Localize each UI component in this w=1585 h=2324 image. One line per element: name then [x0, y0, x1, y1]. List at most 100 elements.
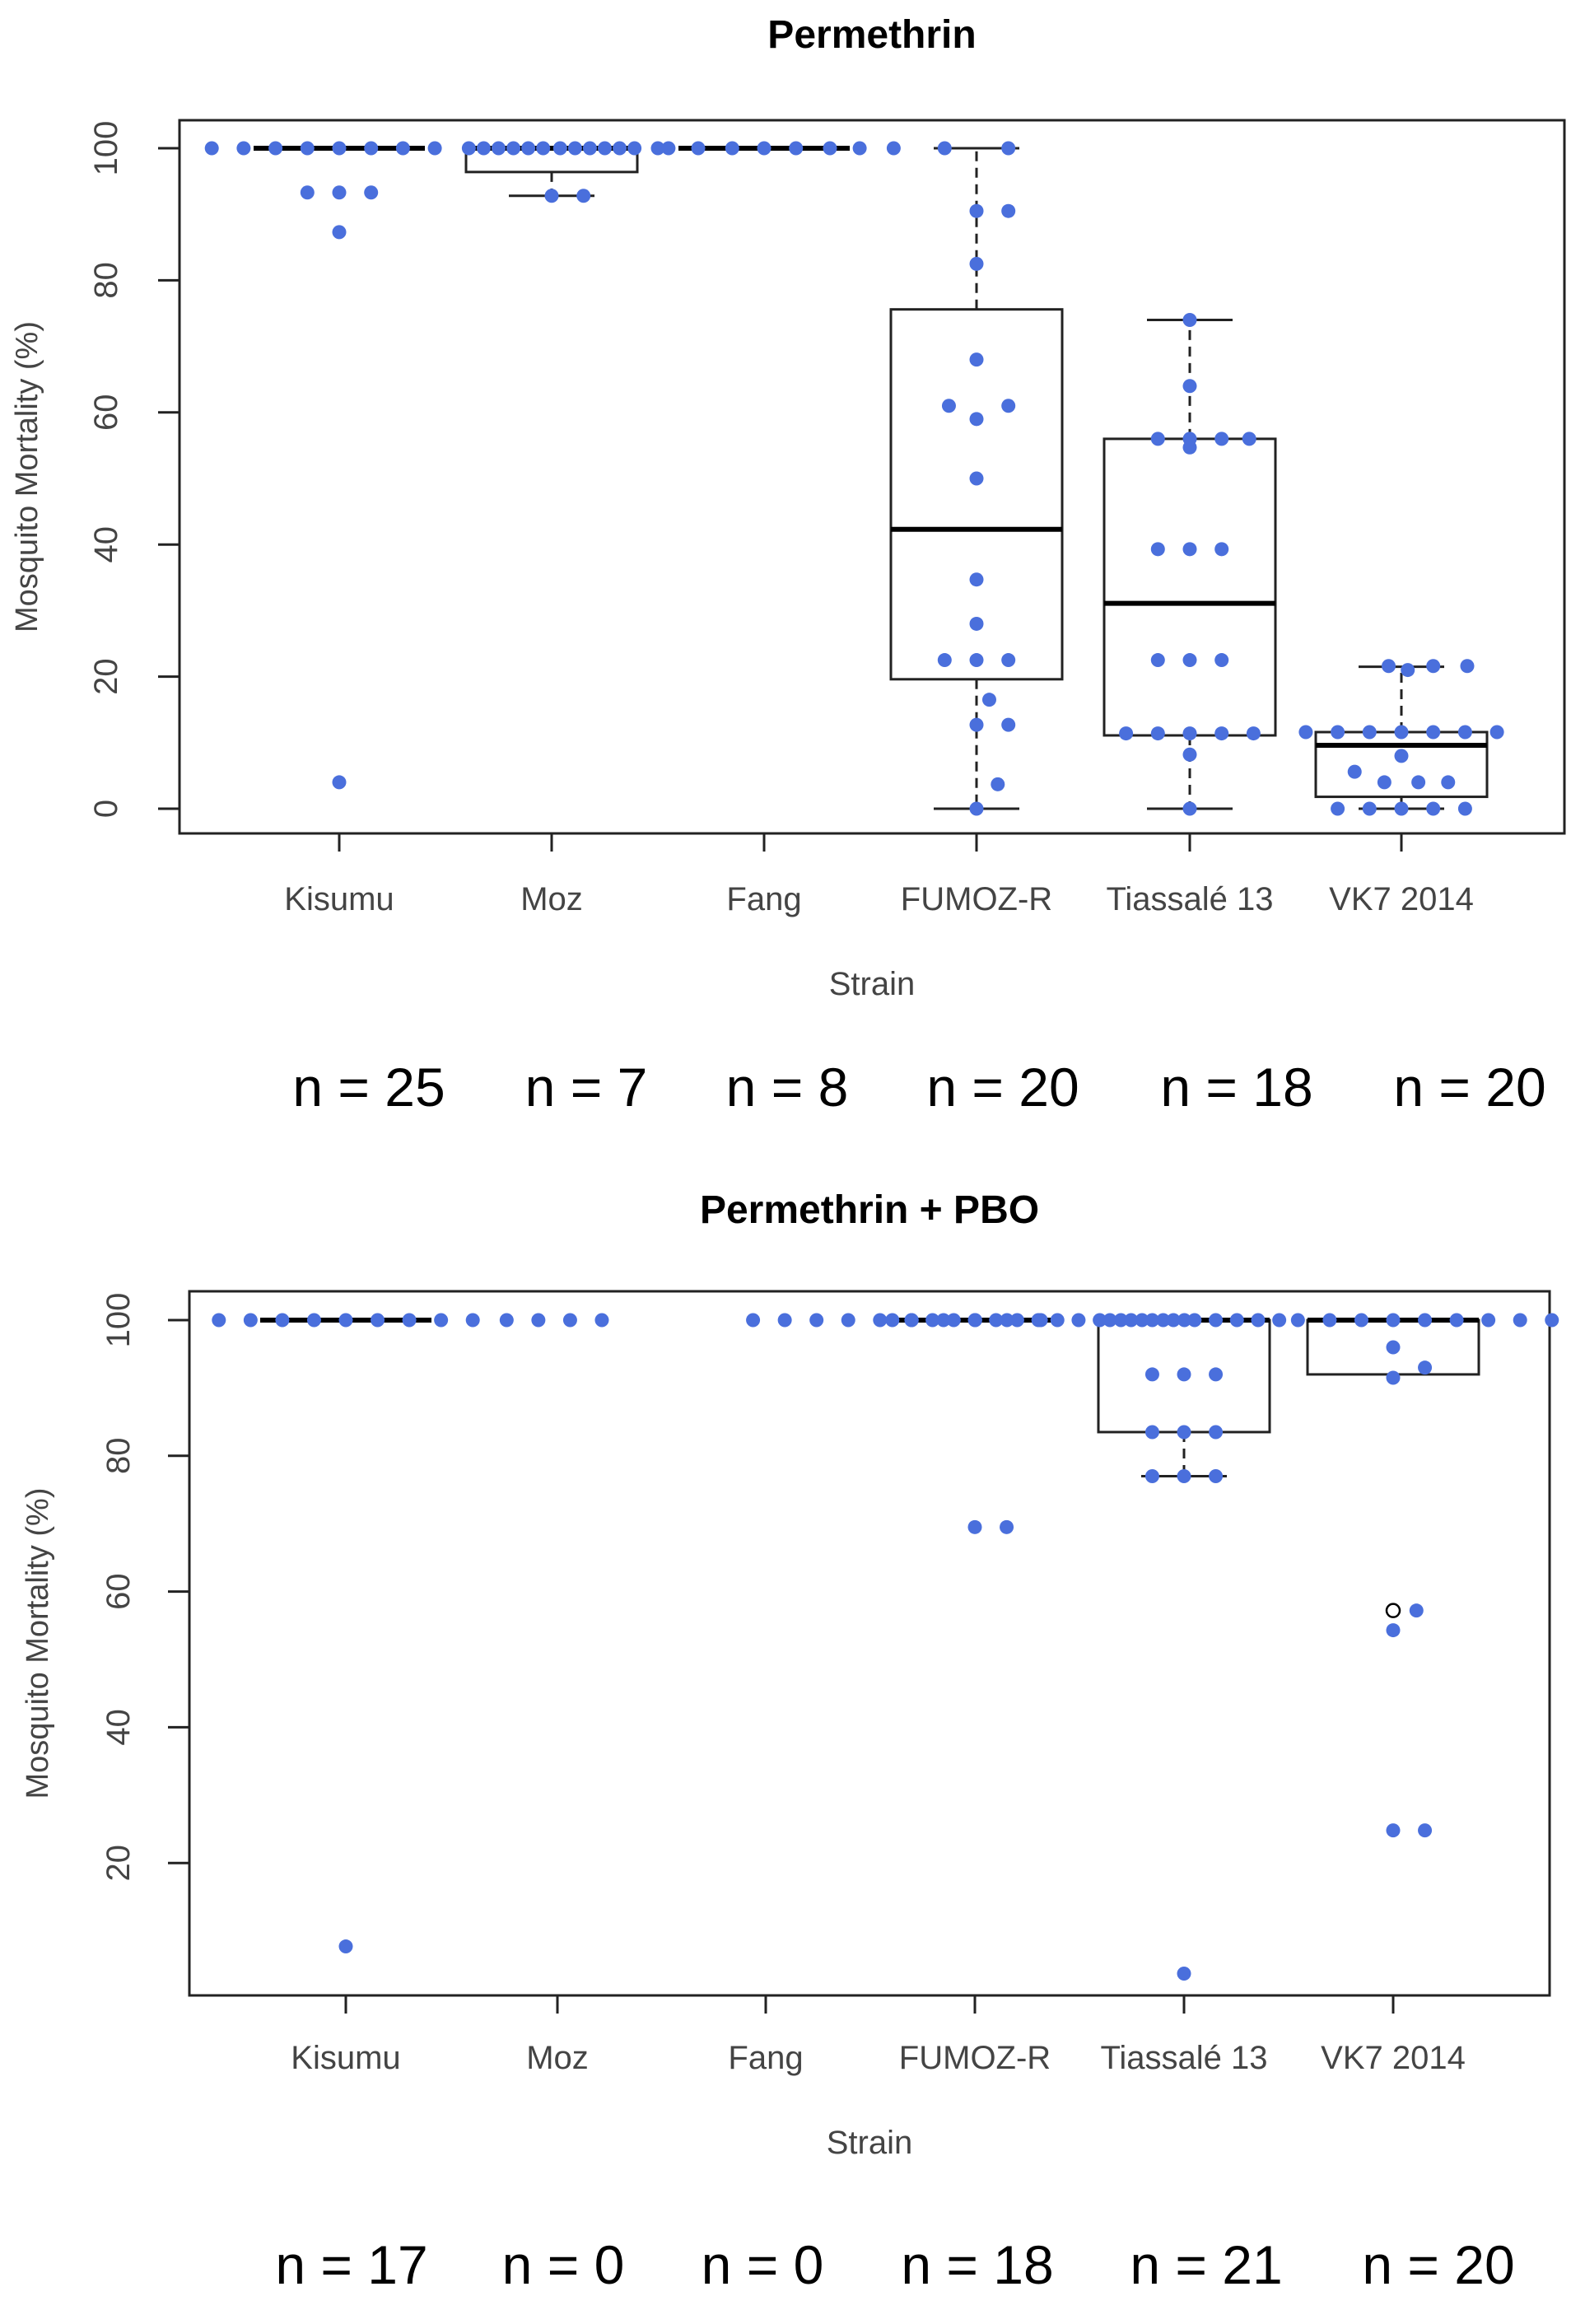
data-point [937, 141, 952, 156]
data-point [691, 141, 706, 156]
data-point [904, 1313, 919, 1328]
data-point [1182, 542, 1197, 557]
outlier-point [1385, 1603, 1401, 1618]
data-point [1182, 747, 1197, 762]
data-point [243, 1313, 258, 1328]
data-point [725, 141, 739, 156]
data-point [1322, 1313, 1337, 1328]
y-axis-label: Mosquito Mortality (%) [21, 1488, 55, 1799]
x-tick-label: Tiassalé 13 [1100, 2040, 1267, 2076]
data-point [989, 1313, 1004, 1328]
data-point [886, 141, 901, 156]
data-point [1187, 1313, 1202, 1328]
data-point [300, 141, 315, 156]
sample-size-label: n = 20 [1362, 2234, 1515, 2295]
data-point [531, 1313, 546, 1328]
data-point [1209, 1367, 1224, 1382]
y-tick-label: 40 [100, 1709, 137, 1746]
box [889, 308, 1064, 681]
data-point [1489, 725, 1504, 740]
data-point [576, 189, 591, 203]
box [1103, 437, 1277, 737]
data-point [1144, 1367, 1159, 1382]
data-point [598, 141, 612, 156]
data-point [338, 1939, 353, 1954]
data-point [1182, 379, 1197, 394]
data-point [1513, 1313, 1527, 1328]
data-point [1457, 725, 1472, 740]
x-tick-label: VK7 2014 [1321, 2040, 1466, 2076]
data-point [562, 1313, 577, 1328]
x-tick-label: Tiassalé 13 [1106, 881, 1273, 917]
x-tick-label: FUMOZ-R [901, 881, 1052, 917]
data-point [1031, 1313, 1046, 1328]
sample-size-row-permethrin-pbo: n = 17 n = 0 n = 0 n = 18 n = 21 n = 20 [0, 2233, 1585, 2308]
data-point [746, 1313, 761, 1328]
y-tick-label: 60 [100, 1573, 137, 1610]
data-point [1144, 1425, 1159, 1440]
data-point [1418, 1313, 1433, 1328]
data-point [1418, 1823, 1433, 1838]
data-point [204, 141, 219, 156]
x-tick-label: Kisumu [284, 881, 394, 917]
data-point [1251, 1313, 1266, 1328]
data-point [1418, 1360, 1433, 1375]
y-tick-label: 100 [88, 121, 124, 176]
data-point [1409, 1603, 1424, 1618]
data-point [275, 1313, 290, 1328]
data-point [841, 1313, 855, 1328]
data-point [627, 141, 642, 156]
data-point [306, 1313, 321, 1328]
data-point [969, 256, 984, 271]
data-point [1071, 1313, 1086, 1328]
data-point [1426, 725, 1441, 740]
data-point [969, 801, 984, 816]
data-point [946, 1313, 961, 1328]
data-point [499, 1313, 514, 1328]
data-point [661, 141, 676, 156]
data-point [823, 141, 837, 156]
data-point [941, 399, 956, 413]
data-point [1150, 432, 1165, 446]
data-point [1298, 725, 1313, 740]
data-point [364, 141, 379, 156]
y-tick-label: 100 [100, 1293, 137, 1348]
data-point [925, 1313, 940, 1328]
x-axis-label: Strain [829, 966, 916, 1002]
data-point [1460, 659, 1475, 674]
data-point [1182, 313, 1197, 328]
data-point [969, 203, 984, 218]
data-point [1331, 725, 1345, 740]
data-point [1144, 1313, 1159, 1328]
data-point [1135, 1313, 1149, 1328]
data-point [1386, 1370, 1401, 1385]
data-point [650, 141, 665, 156]
data-point [1009, 1313, 1024, 1328]
data-point [1246, 726, 1261, 741]
data-point [1001, 399, 1016, 413]
data-point [991, 777, 1005, 791]
data-point [1386, 1313, 1401, 1328]
data-point [506, 141, 521, 156]
data-point [1182, 440, 1197, 455]
data-point [300, 185, 315, 200]
sample-size-label: n = 20 [1393, 1057, 1546, 1118]
y-tick-label: 20 [100, 1845, 137, 1882]
data-point [332, 185, 347, 200]
y-axis-label: Mosquito Mortality (%) [10, 321, 44, 632]
data-point [567, 141, 582, 156]
data-point [582, 141, 597, 156]
data-point [809, 1313, 824, 1328]
sample-size-label: n = 0 [701, 2234, 824, 2295]
y-tick-label: 80 [100, 1438, 137, 1475]
x-tick-label: Moz [526, 2040, 589, 2076]
data-point [1377, 775, 1392, 790]
data-point [434, 1313, 449, 1328]
data-point [1166, 1313, 1181, 1328]
data-point [1177, 1313, 1191, 1328]
data-point [552, 141, 567, 156]
data-point [1000, 1519, 1014, 1534]
data-point [1382, 659, 1396, 674]
data-point [1545, 1313, 1559, 1328]
